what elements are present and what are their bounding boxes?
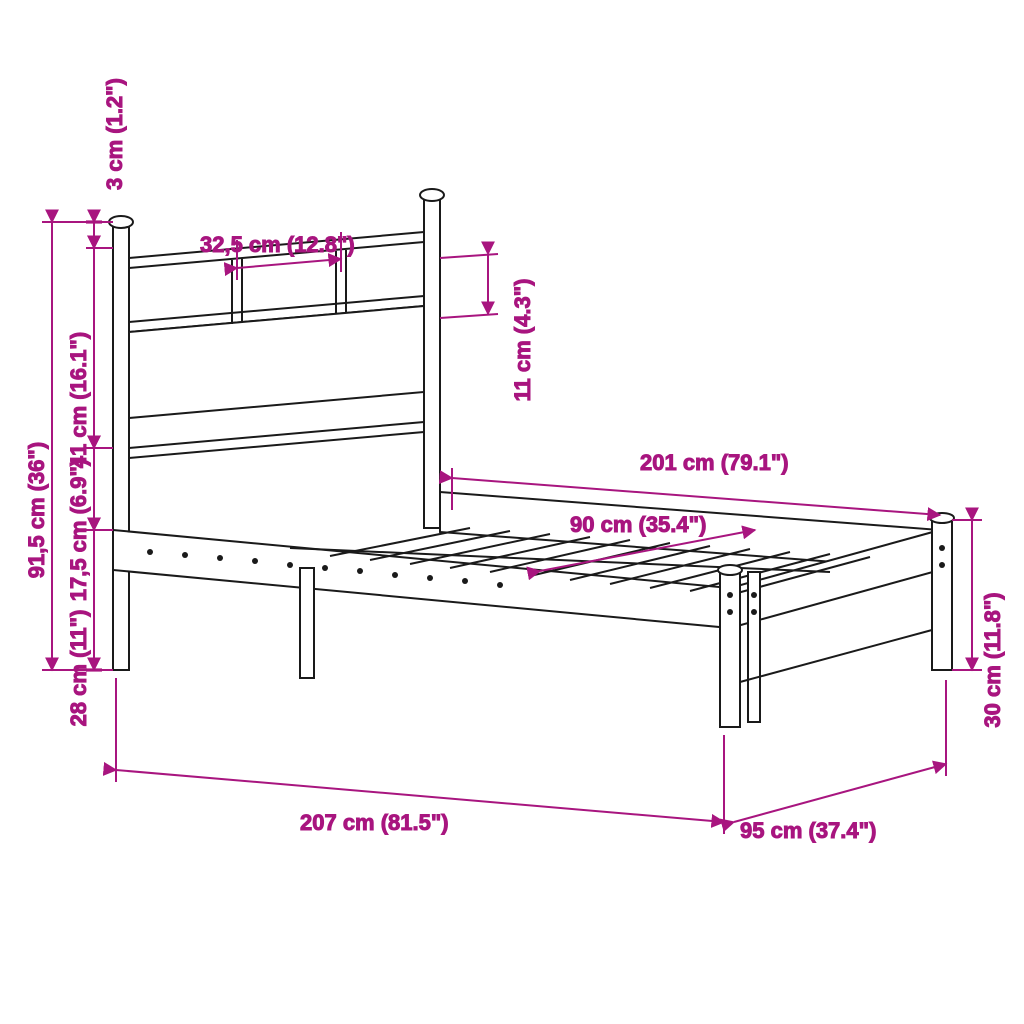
dim-outer-width: 95 cm (37.4") xyxy=(740,818,876,843)
dimensions: 91,5 cm (36") 3 cm (1.2") 41 cm (16.1") … xyxy=(24,78,1005,843)
dim-total-height: 91,5 cm (36") xyxy=(24,442,49,578)
dim-outer-length: 207 cm (81.5") xyxy=(300,810,449,835)
dim-headboard-mid: 41 cm (16.1") xyxy=(66,332,91,468)
dim-inner-width: 90 cm (35.4") xyxy=(570,512,706,537)
bed-frame-drawing xyxy=(109,189,954,727)
dim-foot-height: 30 cm (11.8") xyxy=(980,592,1005,727)
dim-inner-length: 201 cm (79.1") xyxy=(640,450,789,475)
dim-bar-height: 11 cm (4.3") xyxy=(510,279,535,402)
dim-clearance: 28 cm (11") xyxy=(66,610,91,727)
dim-panel-width: 32,5 cm (12.8") xyxy=(200,232,355,257)
dim-cap-height: 3 cm (1.2") xyxy=(102,78,127,190)
dim-headboard-low: 17,5 cm (6.9") xyxy=(66,459,91,602)
